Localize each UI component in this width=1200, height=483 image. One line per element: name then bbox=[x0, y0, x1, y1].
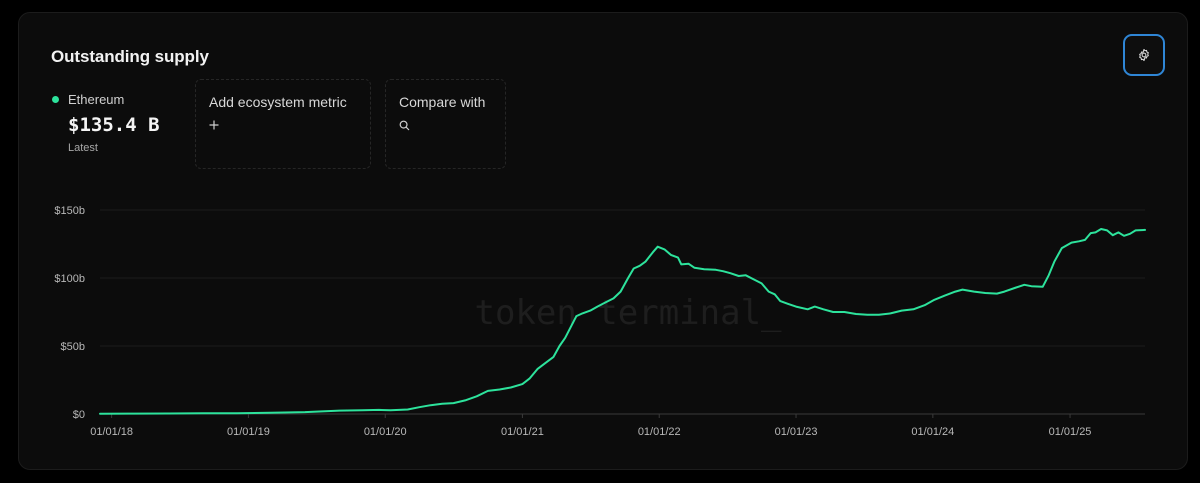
x-tick-label: 01/01/21 bbox=[501, 426, 544, 438]
compare-with-button[interactable]: Compare with bbox=[385, 79, 506, 169]
plus-icon bbox=[209, 120, 219, 130]
x-tick-label: 01/01/25 bbox=[1049, 426, 1092, 438]
watermark-text: token terminal_ bbox=[474, 293, 782, 333]
add-ecosystem-metric-button[interactable]: Add ecosystem metric bbox=[195, 79, 371, 169]
chart-title: Outstanding supply bbox=[51, 47, 209, 66]
settings-button[interactable] bbox=[1123, 34, 1165, 76]
legend-dot bbox=[52, 96, 59, 103]
compare-with-label: Compare with bbox=[399, 94, 486, 110]
x-tick-label: 01/01/24 bbox=[911, 426, 954, 438]
add-ecosystem-metric-label: Add ecosystem metric bbox=[209, 94, 347, 110]
search-icon bbox=[399, 120, 410, 131]
series-name: Ethereum bbox=[68, 92, 125, 107]
y-tick-label: $50b bbox=[61, 341, 85, 353]
series-line-ethereum bbox=[99, 228, 1146, 415]
y-tick-label: $100b bbox=[54, 273, 85, 285]
chart-card: Outstanding supply Ethereum $135.4 B Lat… bbox=[18, 12, 1188, 470]
latest-value: $135.4 B bbox=[68, 114, 160, 136]
latest-label: Latest bbox=[68, 142, 98, 154]
x-tick-label: 01/01/18 bbox=[90, 426, 133, 438]
gear-icon bbox=[1139, 48, 1149, 62]
x-tick-label: 01/01/23 bbox=[775, 426, 818, 438]
x-tick-label: 01/01/22 bbox=[638, 426, 681, 438]
y-tick-label: $0 bbox=[73, 409, 85, 421]
y-tick-label: $150b bbox=[54, 205, 85, 217]
x-tick-label: 01/01/20 bbox=[364, 426, 407, 438]
x-tick-label: 01/01/19 bbox=[227, 426, 270, 438]
